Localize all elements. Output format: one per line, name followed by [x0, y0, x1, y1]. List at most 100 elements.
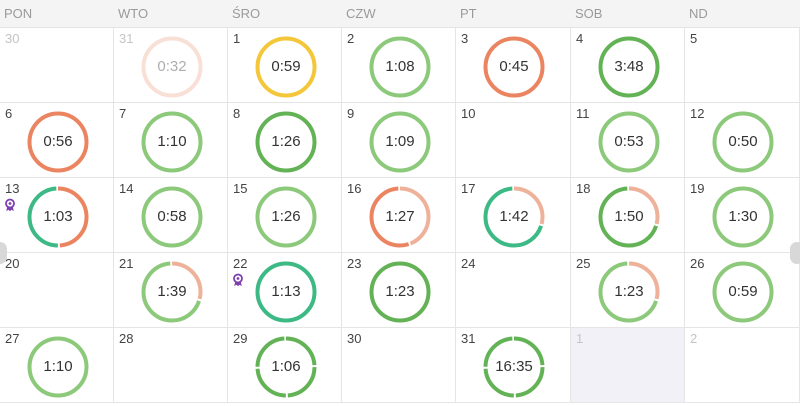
activity-duration: 3:48: [614, 58, 644, 75]
progress-ring-icon: [141, 261, 203, 323]
day-cell[interactable]: 12 0:50: [685, 103, 800, 178]
day-cell[interactable]: 23 1:23: [342, 253, 456, 328]
day-cell[interactable]: 8 1:26: [228, 103, 342, 178]
activity-ring[interactable]: 1:23: [598, 261, 660, 323]
activity-ring[interactable]: 0:56: [27, 111, 89, 173]
ring-segment: [483, 336, 545, 398]
day-cell[interactable]: 27 1:10: [0, 328, 114, 403]
activity-duration: 1:27: [385, 208, 415, 225]
day-cell[interactable]: 31 0:32: [114, 28, 228, 103]
ring-segment: [141, 186, 203, 248]
activity-ring[interactable]: 1:06: [255, 336, 317, 398]
activity-ring[interactable]: 0:45: [483, 36, 545, 98]
day-number: 1: [576, 331, 584, 346]
activity-ring[interactable]: 1:26: [255, 186, 317, 248]
ring-segment: [598, 261, 660, 323]
activity-duration: 1:06: [271, 358, 301, 375]
progress-ring-icon: [255, 36, 317, 98]
day-cell[interactable]: 16 1:27: [342, 178, 456, 253]
activity-ring[interactable]: 1:50: [598, 186, 660, 248]
activity-ring[interactable]: 1:30: [712, 186, 774, 248]
activity-ring[interactable]: 1:27: [369, 186, 431, 248]
day-cell[interactable]: 10: [456, 103, 571, 178]
progress-ring-icon: [27, 111, 89, 173]
day-cell[interactable]: 2: [685, 328, 800, 403]
day-cell[interactable]: 20: [0, 253, 114, 328]
activity-ring[interactable]: 1:08: [369, 36, 431, 98]
day-cell[interactable]: 17 1:42: [456, 178, 571, 253]
activity-ring[interactable]: 0:32: [141, 36, 203, 98]
progress-ring-icon: [712, 261, 774, 323]
activity-ring[interactable]: 0:59: [255, 36, 317, 98]
day-cell[interactable]: 31 16:35: [456, 328, 571, 403]
day-cell[interactable]: 3 0:45: [456, 28, 571, 103]
day-cell[interactable]: 30: [0, 28, 114, 103]
day-number: 31: [119, 31, 134, 46]
day-number: 31: [461, 331, 476, 346]
day-cell[interactable]: 24: [456, 253, 571, 328]
activity-duration: 0:32: [157, 58, 187, 75]
day-cell[interactable]: 5: [685, 28, 800, 103]
day-cell[interactable]: 7 1:10: [114, 103, 228, 178]
progress-ring-icon: [598, 111, 660, 173]
activity-ring[interactable]: 1:10: [141, 111, 203, 173]
day-cell[interactable]: 18 1:50: [571, 178, 685, 253]
activity-ring[interactable]: 1:13: [255, 261, 317, 323]
day-number: 2: [347, 31, 355, 46]
day-cell[interactable]: 1: [571, 328, 685, 403]
activity-ring[interactable]: 16:35: [483, 336, 545, 398]
ring-segment: [712, 261, 774, 323]
day-cell[interactable]: 30: [342, 328, 456, 403]
ring-segment: [483, 186, 545, 248]
day-number: 8: [233, 106, 241, 121]
day-cell[interactable]: 19 1:30: [685, 178, 800, 253]
ring-segment: [27, 336, 89, 398]
day-cell[interactable]: 9 1:09: [342, 103, 456, 178]
day-cell[interactable]: 28: [114, 328, 228, 403]
activity-ring[interactable]: 1:09: [369, 111, 431, 173]
activity-ring[interactable]: 1:42: [483, 186, 545, 248]
activity-duration: 1:26: [271, 208, 301, 225]
day-cell[interactable]: 13 1:03: [0, 178, 114, 253]
day-number: 2: [690, 331, 698, 346]
progress-ring-icon: [712, 186, 774, 248]
next-month-arrow-icon[interactable]: [790, 242, 800, 264]
activity-ring[interactable]: 0:59: [712, 261, 774, 323]
day-number: 17: [461, 181, 476, 196]
activity-ring[interactable]: 0:50: [712, 111, 774, 173]
day-cell[interactable]: 6 0:56: [0, 103, 114, 178]
day-cell[interactable]: 29 1:06: [228, 328, 342, 403]
day-cell[interactable]: 2 1:08: [342, 28, 456, 103]
day-cell[interactable]: 21 1:39: [114, 253, 228, 328]
day-cell[interactable]: 1 0:59: [228, 28, 342, 103]
weekday-label: CZW: [346, 6, 376, 21]
day-cell[interactable]: 15 1:26: [228, 178, 342, 253]
activity-ring[interactable]: 1:23: [369, 261, 431, 323]
day-cell[interactable]: 4 3:48: [571, 28, 685, 103]
activity-duration: 0:59: [728, 283, 758, 300]
day-cell[interactable]: 14 0:58: [114, 178, 228, 253]
day-cell[interactable]: 26 0:59: [685, 253, 800, 328]
activity-ring[interactable]: 0:58: [141, 186, 203, 248]
activity-ring[interactable]: 1:26: [255, 111, 317, 173]
progress-ring-icon: [255, 261, 317, 323]
day-number: 19: [690, 181, 705, 196]
progress-ring-icon: [369, 111, 431, 173]
day-cell[interactable]: 22 1:13: [228, 253, 342, 328]
activity-ring[interactable]: 1:03: [27, 186, 89, 248]
ring-segment: [369, 261, 431, 323]
ring-segment: [483, 36, 545, 98]
activity-ring[interactable]: 0:53: [598, 111, 660, 173]
progress-ring-icon: [369, 36, 431, 98]
ring-segment: [483, 186, 545, 248]
day-number: 24: [461, 256, 476, 271]
ring-segment: [27, 186, 89, 248]
activity-ring[interactable]: 3:48: [598, 36, 660, 98]
day-cell[interactable]: 25 1:23: [571, 253, 685, 328]
activity-ring[interactable]: 1:10: [27, 336, 89, 398]
activity-duration: 1:26: [271, 133, 301, 150]
activity-ring[interactable]: 1:39: [141, 261, 203, 323]
day-cell[interactable]: 11 0:53: [571, 103, 685, 178]
previous-month-arrow-icon[interactable]: [0, 242, 7, 264]
day-number: 16: [347, 181, 362, 196]
